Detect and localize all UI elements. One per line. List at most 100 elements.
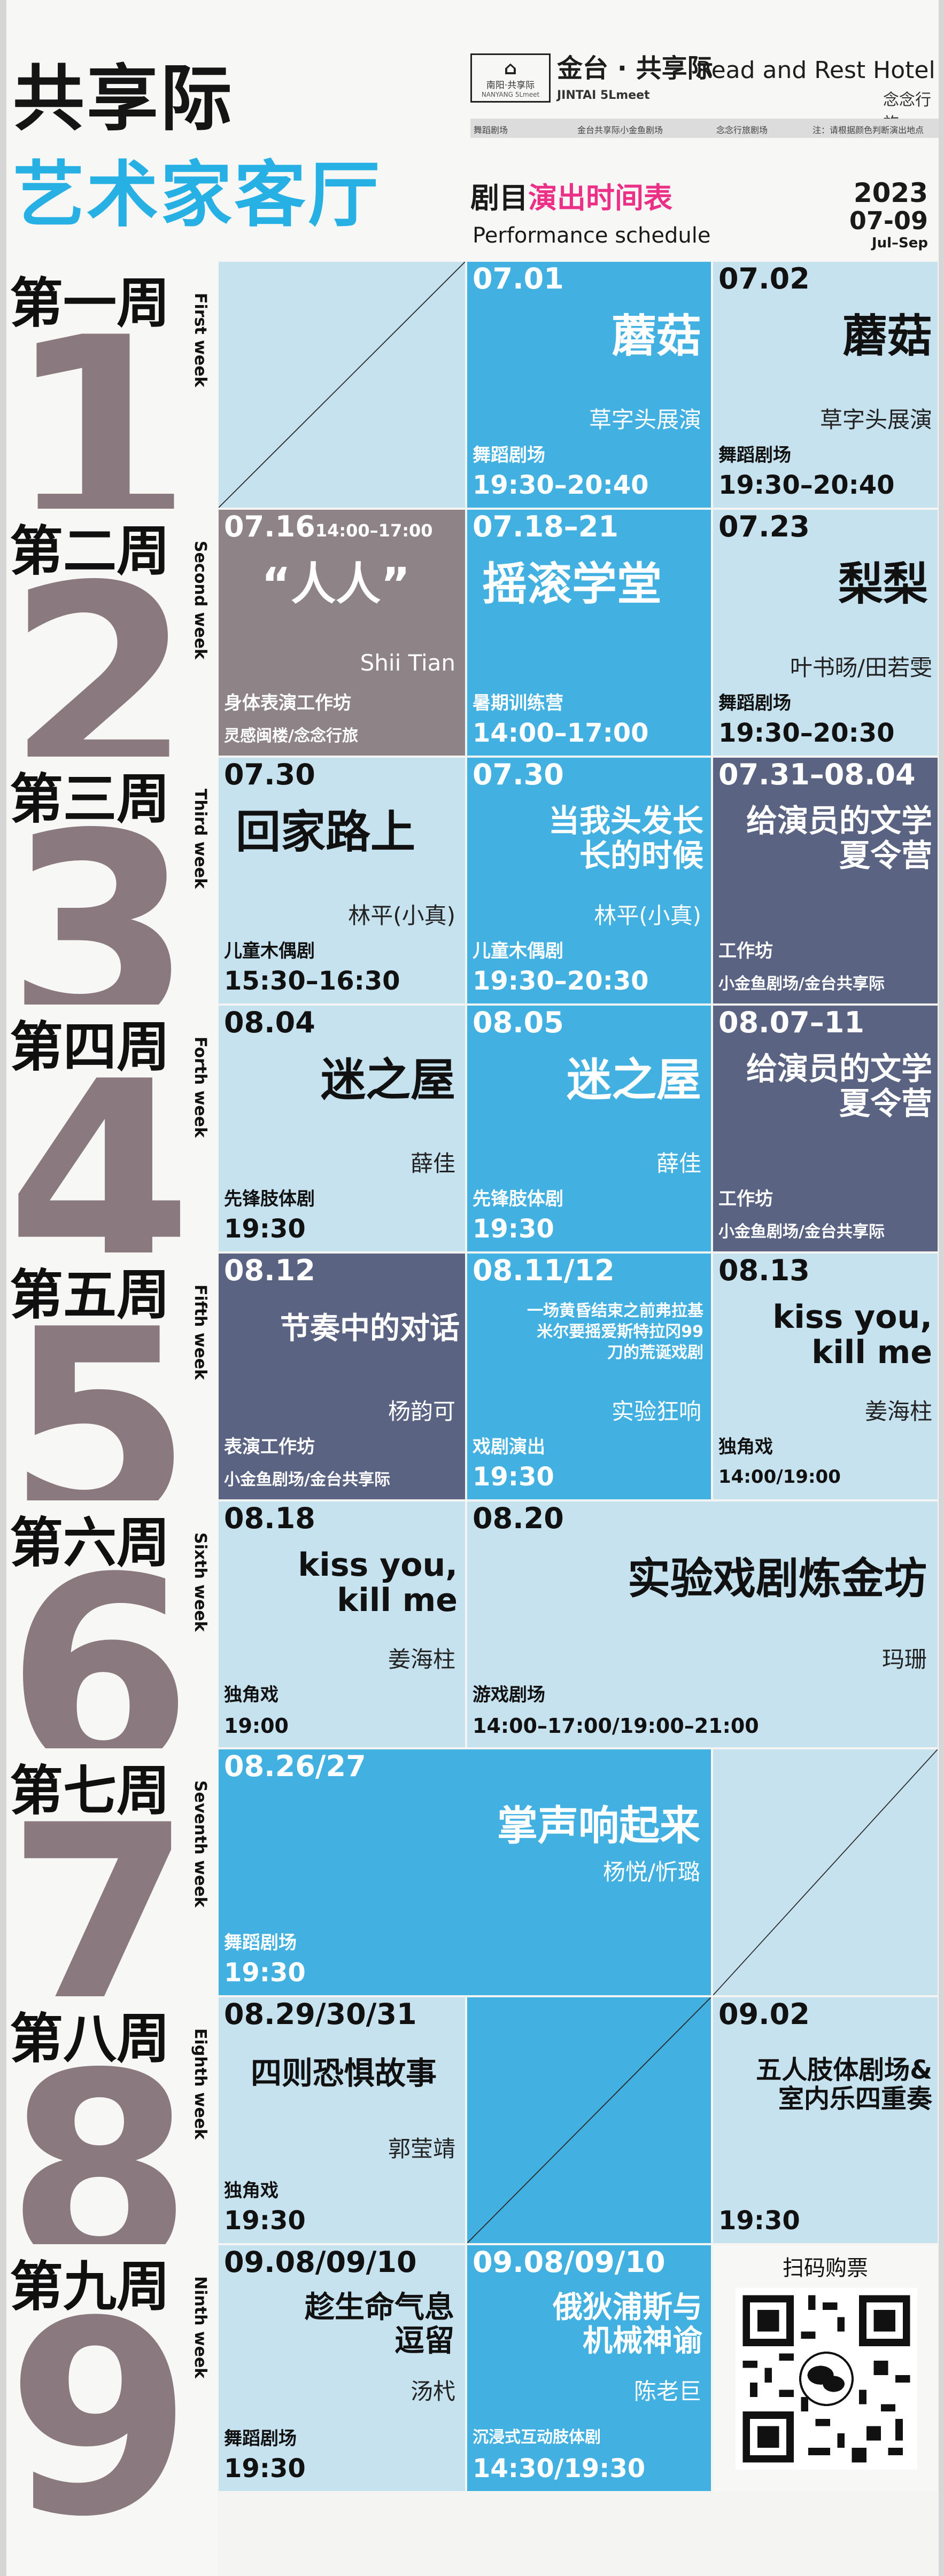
week-number: 6 [6,1520,192,1748]
event-type: 独角戏 [718,1436,773,1458]
event-date: 08.20 [473,1501,564,1535]
title-line2: 艺术家客厅 [13,153,382,237]
week-label-5: 5 第五周 Fifth week [6,1252,218,1500]
hotel-name-en: Read and Rest Hotel [696,57,935,84]
event-type: 戏剧演出 [473,1436,545,1458]
event-title: 回家路上 [236,806,416,858]
event-author: 汤杙 [410,2378,455,2404]
event-title: 掌声响起来 [497,1802,700,1849]
title-line1: 共享际 [13,57,235,141]
week-title-en: Second week [191,541,210,659]
week-row-3: 3 第三周 Third week 07.30 回家路上 林平(小真) 儿童木偶剧… [6,757,939,1005]
week-label-6: 6 第六周 Sixth week [6,1500,218,1748]
week-title: 第五周 [10,1264,170,1326]
week-number: 4 [6,1024,192,1252]
event-schedule: 19:30–20:30 [718,718,895,748]
event-author: 草字头展演 [589,407,701,433]
event-type: 身体表演工作坊 [224,692,351,714]
event-title: 趁生命气息 逗留 [305,2291,454,2358]
diagonal-line [467,1997,711,2243]
week-row-9: 9 第九周 Ninth week 09.08/09/10 趁生命气息 逗留 汤杙 … [6,2244,939,2576]
event-author: 林平(小真) [594,902,701,929]
ticket-qr-code[interactable] [736,2288,917,2470]
event-type: 沉浸式互动肢体剧 [473,2428,601,2447]
event-title-line: 机械神谕 [583,2323,702,2359]
week-label-8: 8 第八周 Eighth week [6,1996,218,2244]
event-schedule: 15:30–16:30 [224,966,400,996]
event-title-line: 米尔要摇爱斯特拉冈99 [537,1322,703,1341]
week-label-2: 2 第二周 Second week [6,509,218,757]
event-venue: 灵感闽楼/念念行旅 [224,727,358,745]
program-title-a: 剧目 [470,181,528,215]
event-title: kiss you, kill me [298,1547,458,1618]
diagonal-line [713,1749,938,1995]
event-date: 09.08/09/10 [224,2245,417,2279]
week-label-9: 9 第九周 Ninth week [6,2244,218,2576]
event-title-line: kiss you, [772,1298,932,1336]
event-author: 玛珊 [881,1646,927,1672]
event-title-line: 刀的荒诞戏剧 [607,1343,703,1362]
event-card: 09.08/09/10 俄狄浦斯与 机械神谕 陈老巨 沉浸式互动肢体剧 14:30… [466,2244,712,2492]
event-date: 07.30 [224,758,315,791]
event-date: 09.08/09/10 [473,2245,666,2279]
week-title: 第二周 [10,520,170,582]
week-title: 第八周 [10,2007,170,2070]
week-row-8: 8 第八周 Eighth week 08.29/30/31 四则恐惧故事 郭莹靖… [6,1996,939,2244]
week-row-5: 5 第五周 Fifth week 08.12 节奏中的对话 杨韵可 表演工作坊 … [6,1252,939,1500]
event-card: 09.08/09/10 趁生命气息 逗留 汤杙 舞蹈剧场 19:30 [218,2244,466,2492]
event-date: 07.01 [473,262,564,295]
event-schedule: 19:30 [224,1958,306,1988]
week-label-7: 7 第七周 Seventh week [6,1748,218,1996]
event-title-line: kiss you, [298,1546,458,1584]
event-title: 实验戏剧炼金坊 [628,1554,927,1604]
event-schedule: 14:00–17:00/19:00–21:00 [473,1714,759,1738]
week-number: 5 [6,1272,192,1500]
logo-mark-icon: ⌂ [504,58,517,79]
event-title: “人人” [261,558,411,610]
week-title-en: Ninth week [191,2276,210,2379]
event-schedule: 19:30 [473,1214,554,1244]
event-date: 08.07–11 [718,1006,864,1039]
event-date: 08.05 [473,1006,564,1039]
event-author: 郭莹靖 [388,2136,455,2162]
event-date: 08.12 [224,1254,315,1287]
event-author: 薛佳 [656,1150,701,1177]
event-title-line: 逗留 [394,2323,454,2359]
month-range-en: Jul–Sep [871,235,928,251]
event-type: 儿童木偶剧 [224,940,315,962]
event-date: 08.13 [718,1254,810,1287]
week-label-4: 4 第四周 Forth week [6,1005,218,1252]
event-type: 工作坊 [718,1188,773,1210]
week-number: 1 [6,281,192,509]
event-date: 09.02 [718,1997,810,2031]
event-author: 草字头展演 [819,407,932,433]
legend-note: 注：请根据颜色判断演出地点 [813,125,924,135]
legend-goldfish: 金台共享际小金鱼剧场 [577,125,663,135]
event-schedule: 19:30 [224,1214,306,1244]
event-title-line: 夏令营 [839,837,932,874]
event-type: 先锋肢体剧 [473,1188,563,1210]
event-schedule: 14:30/19:30 [473,2454,646,2484]
event-title: 梨梨 [838,558,928,610]
event-date: 08.04 [224,1006,315,1039]
event-author: Shii Tian [360,650,455,676]
week-row-6: 6 第六周 Sixth week 08.18 kiss you, kill me … [6,1500,939,1748]
event-card: 07.02 蘑菇 草字头展演 舞蹈剧场 19:30–20:40 [712,261,939,509]
event-venue: 小金鱼剧场/金台共享际 [718,1223,885,1241]
event-date: 08.26/27 [224,1749,366,1783]
event-title-line: 长的时候 [579,837,703,874]
event-type: 舞蹈剧场 [718,445,791,466]
event-date-day: 07.16 [224,510,315,543]
event-title: 俄狄浦斯与 机械神谕 [553,2291,702,2358]
event-title: 一场黄昏结束之前弗拉基 米尔要摇爱斯特拉冈99 刀的荒诞戏剧 [527,1301,703,1363]
event-type: 表演工作坊 [224,1436,315,1458]
event-title-line: 俄狄浦斯与 [553,2290,702,2325]
event-title-line: 夏令营 [839,1085,932,1122]
ticket-qr-cell: 扫码购票 [712,2244,939,2492]
event-schedule: 19:30–20:40 [718,470,895,500]
week-number: 2 [6,528,192,757]
event-type: 暑期训练营 [473,692,563,714]
event-schedule: 19:30–20:40 [473,470,649,500]
week-title-en: Forth week [191,1037,210,1138]
week-label-3: 3 第三周 Third week [6,757,218,1005]
